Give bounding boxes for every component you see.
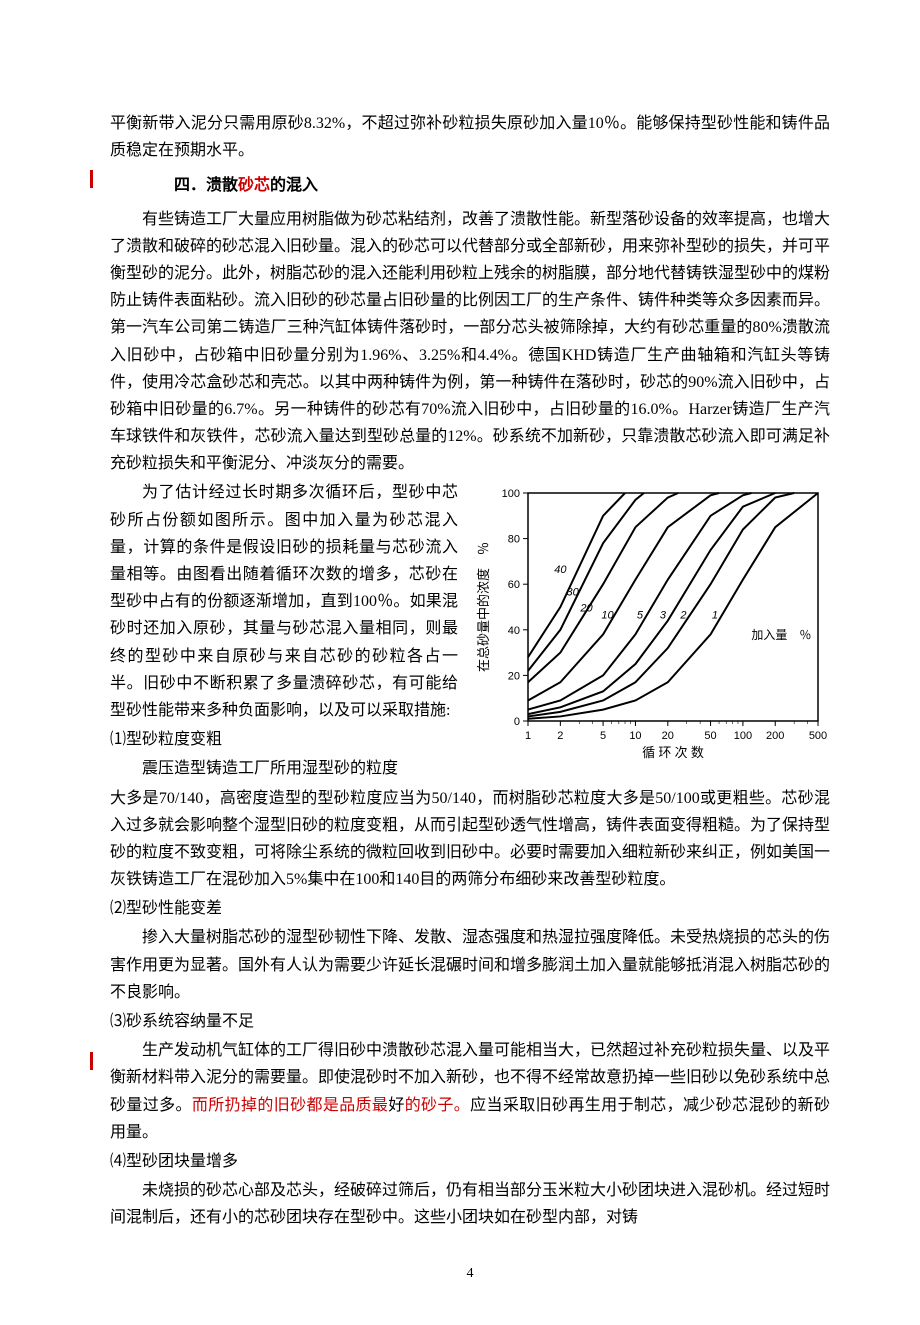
svg-text:50: 50 — [704, 730, 716, 742]
sub2-para: 掺入大量树脂芯砂的湿型砂韧性下降、发散、湿态强度和热湿拉强度降低。未受热烧损的芯… — [110, 924, 830, 1006]
svg-text:在总砂量中的浓度 ％: 在总砂量中的浓度 ％ — [476, 542, 491, 672]
accumulation-chart: 0204060801001251020501002005004030201053… — [470, 483, 830, 763]
svg-text:30: 30 — [566, 587, 579, 599]
svg-text:20: 20 — [662, 730, 674, 742]
svg-text:10: 10 — [601, 610, 614, 622]
sub-heading-3: ⑶砂系统容纳量不足 — [110, 1008, 830, 1035]
svg-text:5: 5 — [637, 610, 644, 622]
sub3-text-c: 好 — [388, 1097, 404, 1114]
svg-text:200: 200 — [766, 730, 784, 742]
section-heading-4: 四．溃散砂芯的混入 — [110, 172, 830, 199]
svg-text:加入量 ％: 加入量 ％ — [751, 628, 811, 642]
svg-text:40: 40 — [508, 625, 520, 637]
sub1-para-b: 大多是70/140，高密度造型的型砂粒度应当为50/140，而树脂砂芯粒度大多是… — [110, 785, 830, 894]
svg-text:3: 3 — [660, 610, 667, 622]
svg-text:循 环 次 数: 循 环 次 数 — [642, 745, 704, 760]
section4-paragraph-1: 有些铸造工厂大量应用树脂做为砂芯粘结剂，改善了溃散性能。新型落砂设备的效率提高，… — [110, 206, 830, 478]
svg-text:10: 10 — [629, 730, 641, 742]
sub-heading-4: ⑷型砂团块量增多 — [110, 1148, 830, 1175]
heading-prefix: 四．溃散 — [174, 177, 238, 194]
svg-text:20: 20 — [579, 603, 593, 615]
sub3-text-b: 而所扔掉的旧砂都是品质最 — [192, 1097, 388, 1114]
svg-text:0: 0 — [514, 716, 520, 728]
svg-text:500: 500 — [809, 730, 827, 742]
svg-text:100: 100 — [734, 730, 752, 742]
sub3-text-d: 的砂子。 — [405, 1097, 470, 1114]
svg-text:1: 1 — [525, 730, 531, 742]
page-number: 4 — [110, 1262, 830, 1286]
revision-mark — [90, 1052, 93, 1070]
svg-text:20: 20 — [508, 671, 520, 683]
svg-text:5: 5 — [600, 730, 606, 742]
svg-text:100: 100 — [502, 488, 520, 500]
sub4-para: 未烧损的砂芯心部及芯头，经破碎过筛后，仍有相当部分玉米粒大小砂团块进入混砂机。经… — [110, 1177, 830, 1231]
heading-highlight: 砂芯 — [238, 177, 270, 194]
revision-mark — [90, 170, 93, 188]
svg-text:1: 1 — [712, 610, 718, 622]
svg-text:80: 80 — [508, 534, 520, 546]
svg-text:60: 60 — [508, 580, 520, 592]
sub3-para: 生产发动机气缸体的工厂得旧砂中溃散砂芯混入量可能相当大，已然超过补充砂粒损失量、… — [110, 1037, 830, 1146]
sub-heading-2: ⑵型砂性能变差 — [110, 895, 830, 922]
opening-paragraph: 平衡新带入泥分只需用原砂8.32%，不超过弥补砂粒损失原砂加入量10％。能够保持… — [110, 110, 830, 164]
svg-text:40: 40 — [554, 564, 567, 576]
svg-text:2: 2 — [679, 610, 686, 622]
heading-suffix: 的混入 — [270, 177, 318, 194]
svg-text:2: 2 — [557, 730, 563, 742]
